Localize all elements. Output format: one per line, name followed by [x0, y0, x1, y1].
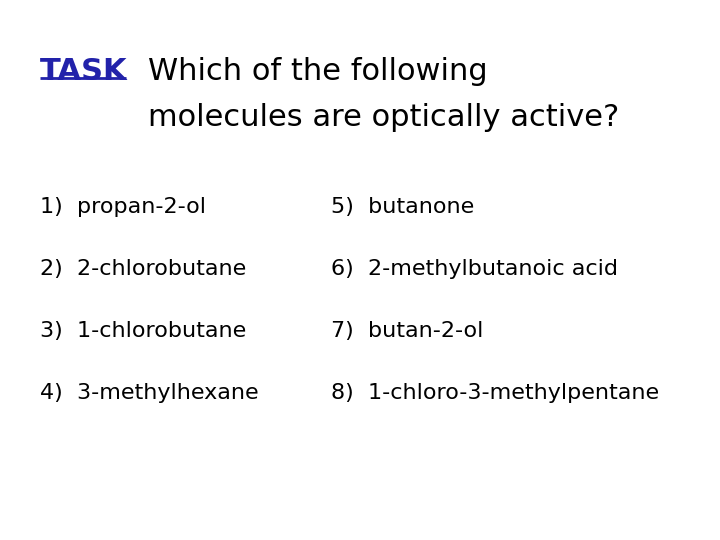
- Text: Which of the following: Which of the following: [148, 57, 487, 86]
- Text: 5)  butanone: 5) butanone: [331, 197, 474, 217]
- Text: 8)  1-chloro-3-methylpentane: 8) 1-chloro-3-methylpentane: [331, 383, 660, 403]
- Text: molecules are optically active?: molecules are optically active?: [148, 103, 619, 132]
- Text: 1)  propan-2-ol: 1) propan-2-ol: [40, 197, 206, 217]
- Text: 6)  2-methylbutanoic acid: 6) 2-methylbutanoic acid: [331, 259, 618, 279]
- Text: 4)  3-methylhexane: 4) 3-methylhexane: [40, 383, 258, 403]
- Text: TASK: TASK: [40, 57, 127, 86]
- Text: 7)  butan-2-ol: 7) butan-2-ol: [331, 321, 484, 341]
- Text: 2)  2-chlorobutane: 2) 2-chlorobutane: [40, 259, 246, 279]
- Text: 3)  1-chlorobutane: 3) 1-chlorobutane: [40, 321, 246, 341]
